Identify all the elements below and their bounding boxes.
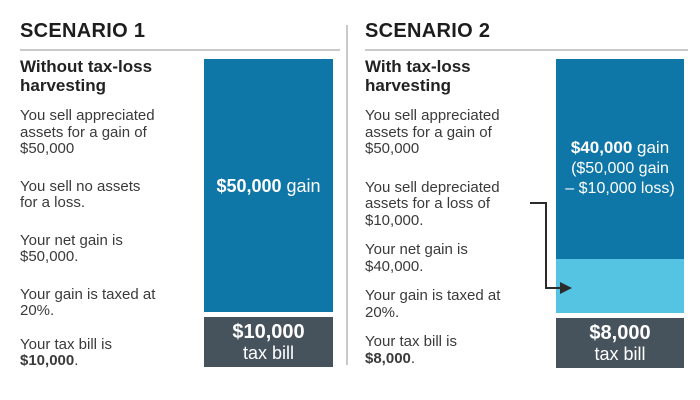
scenario-2-gain-note: ($50,000 gain – $10,000 loss): [565, 160, 675, 197]
scenario-1-paragraph-3: Your net gain is $50,000.: [20, 231, 123, 265]
scenario-1-paragraph-4: Your gain is taxed at 20%.: [20, 285, 156, 319]
scenario-2-tax-sentence: Your tax bill is $8,000.: [365, 333, 553, 367]
scenario-2-tax-bar-label: tax bill: [594, 344, 646, 364]
scenario-2-gain-bar: $40,000 gain ($50,000 gain – $10,000 los…: [556, 59, 684, 259]
scenario-2-paragraph-2: You sell depreciated assets for a loss o…: [365, 178, 500, 229]
scenario-2-title-rule: [365, 49, 688, 51]
gain-amount: $40,000: [570, 138, 633, 157]
scenario-2-paragraph-1: You sell appreciated assets for a gain o…: [365, 107, 500, 157]
scenario-1-text-column: Without tax-loss harvesting You sell app…: [20, 57, 202, 391]
scenario-1-subtitle: Without tax-loss harvesting: [20, 57, 153, 95]
scenario-2-tax-bar-amount: $8,000: [589, 322, 651, 344]
scenario-1-title-rule: [20, 49, 340, 51]
panel-divider: [346, 25, 348, 365]
scenario-1-tax-bar: $10,000 tax bill: [204, 317, 333, 367]
gain-suffix: gain: [632, 138, 670, 157]
scenario-2-tax-bar: $8,000 tax bill: [556, 318, 684, 368]
scenario-1-gain-bar: $50,000 gain: [204, 59, 333, 312]
scenario-2-text-column: With tax-loss harvesting You sell apprec…: [365, 57, 553, 380]
tax-sentence-amount: $10,000: [20, 352, 75, 369]
scenario-2-paragraph-3: Your net gain is $40,000.: [365, 241, 468, 275]
scenario-1-paragraph-1: You sell appreciated assets for a gain o…: [20, 107, 155, 157]
scenario-2-gain-bar-label: $40,000 gain ($50,000 gain – $10,000 los…: [565, 59, 674, 199]
scenario-2-title: SCENARIO 2: [365, 20, 491, 42]
tax-sentence-lead: Your tax bill is: [20, 335, 112, 353]
gain-suffix: gain: [281, 175, 321, 196]
scenario-1-title: SCENARIO 1: [20, 20, 146, 42]
scenario-1-tax-bar-label: tax bill: [242, 343, 295, 363]
tax-sentence-tail: .: [74, 352, 79, 369]
scenario-2-gain-main: $40,000 gain: [565, 137, 674, 159]
tax-sentence-amount: $8,000: [365, 349, 411, 367]
scenario-1-gain-bar-label: $50,000 gain: [216, 175, 320, 197]
scenario-1-tax-sentence: Your tax bill is $10,000.: [20, 335, 202, 370]
scenario-2-subtitle: With tax-loss harvesting: [365, 57, 471, 95]
scenario-2-paragraph-4: Your gain is taxed at 20%.: [365, 287, 501, 321]
tax-sentence-tail: .: [410, 349, 416, 367]
gain-amount: $50,000: [216, 175, 282, 196]
scenario-1-paragraph-2: You sell no assets for a loss.: [20, 177, 141, 211]
loss-connector-arrow-icon: [530, 202, 572, 294]
scenario-2-loss-segment: [556, 259, 684, 313]
scenario-1-tax-bar-amount: $10,000: [232, 321, 305, 343]
tax-sentence-lead: Your tax bill is: [365, 333, 457, 350]
